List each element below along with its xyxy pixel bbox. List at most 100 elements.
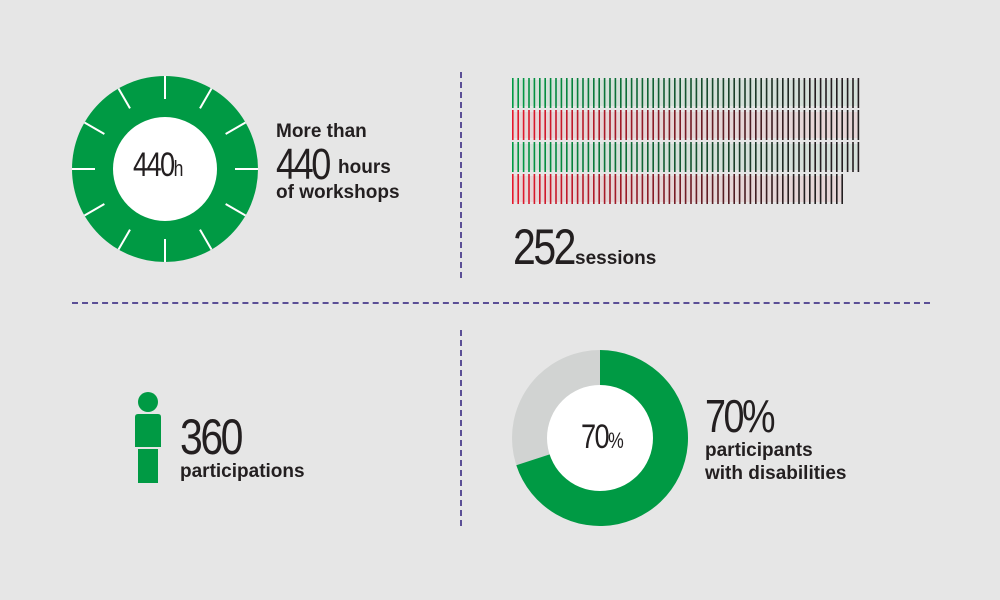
tally-mark [674,142,676,172]
tally-mark [582,174,584,204]
tally-mark [825,78,827,108]
tally-mark [593,174,595,204]
tally-mark [711,174,714,204]
tally-band [512,80,858,106]
tally-mark [587,78,590,108]
tally-mark [674,174,676,204]
tally-mark [803,174,806,204]
tally-mark [625,142,627,172]
donut-unit: % [608,428,624,453]
sessions-text: 252sessions [513,222,656,272]
tally-mark [695,78,698,108]
tally-mark [560,142,563,172]
workshops-number-row: 440 hours [276,143,400,187]
tally-mark [728,142,730,172]
workshop-hours-dial [72,76,258,262]
tally-mark [566,78,568,108]
tally-mark [841,174,843,204]
tally-mark [528,174,530,204]
tally-mark [522,142,525,172]
tally-mark [776,142,779,172]
tally-mark [760,142,762,172]
tally-mark [663,110,665,140]
disabilities-label-line2: with disabilities [705,463,847,485]
tally-mark [614,142,617,172]
tally-mark [566,174,568,204]
tally-mark [549,174,552,204]
tally-mark [717,110,719,140]
dial-ticks [72,76,258,262]
horizontal-divider [72,302,930,304]
tally-mark [533,174,536,204]
disabilities-donut [512,350,688,526]
tally-mark [701,78,703,108]
tally-mark [722,174,725,204]
tally-mark [598,78,600,108]
tally-mark [782,78,784,108]
tally-mark [717,78,719,108]
person-icon [135,392,161,483]
disabilities-number: 70% [705,390,776,442]
tally-mark [636,142,638,172]
tally-mark [620,110,622,140]
tally-mark [706,174,708,204]
tally-mark [663,142,665,172]
tally-mark [728,174,730,204]
tally-mark [765,142,768,172]
tally-mark [571,110,573,140]
tally-mark [809,78,811,108]
tally-mark [544,142,546,172]
tally-mark [593,78,595,108]
tally-mark [755,78,757,108]
tally-mark [571,142,573,172]
tally-mark [814,110,816,140]
tally-mark [528,78,530,108]
tally-mark [701,142,703,172]
tally-mark [690,142,692,172]
tally-mark [636,110,638,140]
tally-mark [792,174,795,204]
tally-mark [576,142,579,172]
tally-mark [722,78,725,108]
tally-mark [792,142,795,172]
tally-mark [733,78,735,108]
disabilities-label-line1: participants [705,440,813,461]
tally-mark [603,78,606,108]
tally-mark [782,174,784,204]
tally-mark [674,110,676,140]
tally-mark [560,174,563,204]
tally-mark [684,78,687,108]
tally-mark [657,142,660,172]
tally-mark [814,142,816,172]
tally-mark [560,78,563,108]
tally-mark [798,142,800,172]
tally-mark [765,78,768,108]
tally-mark [787,78,789,108]
tally-mark [555,110,557,140]
tally-band [512,144,858,170]
tally-mark [857,78,860,108]
tally-mark [587,110,590,140]
tally-mark [814,78,816,108]
tally-mark [517,174,519,204]
tally-mark [857,142,860,172]
tally-mark [711,110,714,140]
tally-mark [539,142,541,172]
dial-unit: h [173,156,184,181]
tally-mark [517,78,519,108]
dial-value: 440 [133,146,175,184]
tally-mark [652,78,654,108]
tally-mark [657,110,660,140]
tally-mark [771,174,773,204]
tally-mark [533,110,536,140]
tally-mark [663,78,665,108]
tally-mark [733,142,735,172]
tally-mark [512,78,514,108]
dial-tick [225,121,247,135]
tally-mark [668,142,671,172]
tally-mark [539,78,541,108]
tally-mark [647,78,649,108]
tally-mark [620,174,622,204]
tally-mark [684,142,687,172]
tally-mark [614,78,617,108]
